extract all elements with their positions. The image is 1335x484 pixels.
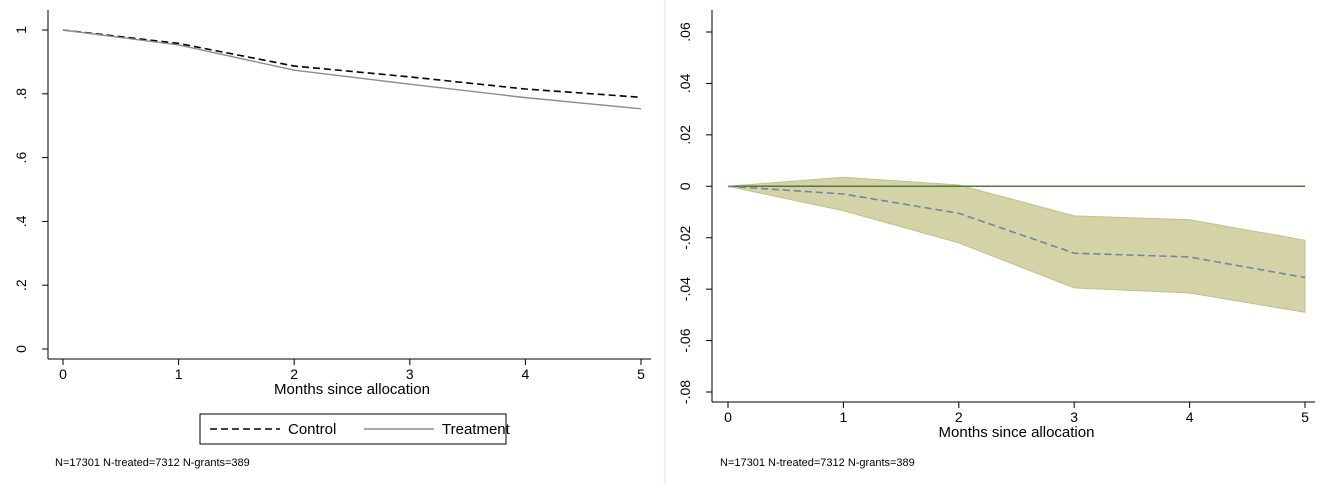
left-x-tick-label: 3 [406,366,414,382]
right-y-tick-label: -.04 [677,277,693,301]
left-chart: 0 1 2 3 4 5 Months since allocation 0 .2 .4 .6 .8 1 C… [3,1,661,481]
left-y-tick-label: .8 [13,88,29,100]
left-y-tick-label: 1 [13,26,29,34]
right-confidence-band [727,176,1306,313]
left-legend-label-0: Control [288,421,336,438]
left-y-tick-label: .4 [13,215,29,227]
right-note: N=17301 N-treated=7312 N-grants=389 [720,457,915,469]
left-legend-label-1: Treatment [442,421,511,438]
left-x-tick-label: 0 [59,366,67,382]
left-x-tick-label: 4 [522,366,530,382]
left-series-line-0 [62,29,642,99]
right-y-tick-label: .02 [677,125,693,145]
right-y-tick-label: .04 [677,73,693,93]
right-x-axis-title: Months since allocation [939,424,1095,441]
left-x-axis-title: Months since allocation [274,381,430,398]
left-legend-box [199,413,507,445]
right-chart: 0 1 2 3 4 5 Months since allocation -.08 -.06 -.0… [669,1,1332,481]
right-y-tick-label: .06 [677,22,693,42]
right-x-tick-label: 3 [1070,409,1078,425]
right-chart-panel: 0 1 2 3 4 5 Months since allocation -.08 -.06 -.0… [668,0,1335,484]
left-series-line-1 [62,29,642,110]
panel-divider [664,0,666,484]
left-y-tick-label: .2 [13,279,29,291]
right-y-tick-label: -.08 [677,380,693,404]
right-frame [669,1,1332,481]
left-x-tick-label: 2 [290,366,298,382]
right-y-tick-label: 0 [677,182,693,190]
left-y-tick-label: .6 [13,152,29,164]
right-x-tick-label: 2 [955,409,963,425]
left-x-tick-label: 1 [175,366,183,382]
left-chart-panel: 0 1 2 3 4 5 Months since allocation 0 .2 .4 .6 .8 1 C… [0,0,662,484]
right-y-tick-label: -.02 [677,225,693,249]
right-x-tick-label: 1 [840,409,848,425]
right-x-tick-label: 5 [1301,409,1309,425]
left-frame [3,1,661,481]
right-x-tick-label: 4 [1186,409,1194,425]
left-y-tick-label: 0 [13,345,29,353]
right-series-line-0 [727,185,1306,279]
right-y-tick-label: -.06 [677,328,693,352]
left-x-tick-label: 5 [637,366,645,382]
left-note: N=17301 N-treated=7312 N-grants=389 [55,457,250,469]
right-x-tick-label: 0 [724,409,732,425]
